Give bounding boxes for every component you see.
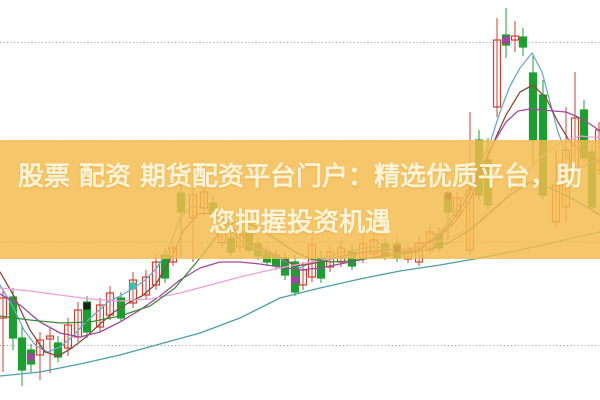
candle-up (35, 339, 45, 356)
candle-down (518, 36, 528, 48)
candle-down (53, 342, 63, 358)
candle-down (17, 337, 27, 371)
candle-up (95, 304, 105, 328)
promo-banner[interactable]: 股票 配资 期货配资平台门户：精选优质平台，助您把握投资机遇 (0, 140, 600, 259)
candle-down (528, 72, 538, 141)
candle-up (63, 324, 73, 349)
candle-up (141, 276, 151, 296)
candle-marker-magenta (291, 276, 299, 284)
ma-magenta (0, 108, 600, 338)
candle-up (510, 35, 520, 41)
candle-up (492, 39, 502, 108)
candle-up (151, 261, 161, 286)
candle-marker-magenta (27, 353, 35, 361)
promo-banner-text: 股票 配资 期货配资平台门户：精选优质平台，助您把握投资机遇 (17, 161, 583, 238)
candle-down (82, 301, 92, 333)
candle-up (45, 335, 55, 340)
candle-up (128, 279, 138, 304)
ma-maroon (0, 84, 600, 357)
candle-marker-black (83, 302, 91, 310)
candle-marker-cyan (129, 282, 137, 290)
candle-up (0, 297, 8, 319)
candle-marker-magenta (502, 36, 510, 44)
